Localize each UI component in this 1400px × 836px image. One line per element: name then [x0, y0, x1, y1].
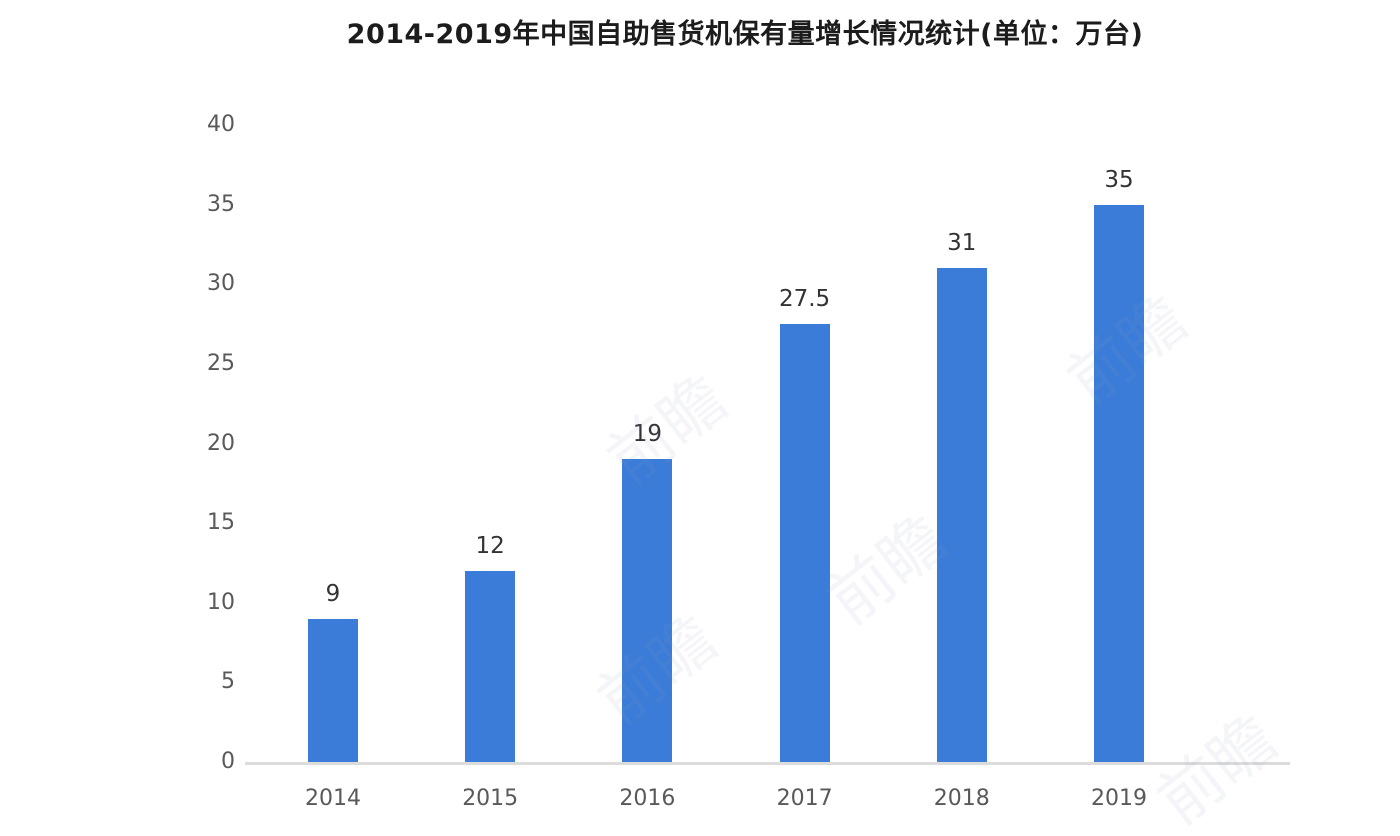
bar-2017 [779, 324, 830, 762]
x-tick-label: 2016 [619, 786, 676, 811]
chart-title: 2014-2019年中国自助售货机保有量增长情况统计(单位：万台) [346, 19, 1144, 50]
bar-2019 [1094, 205, 1144, 762]
y-tick-label: 5 [221, 669, 235, 695]
y-tick-label: 0 [221, 749, 235, 774]
y-tick-label: 30 [207, 271, 235, 297]
bar-value-label: 27.5 [778, 286, 831, 312]
x-tick-label: 2018 [933, 786, 990, 811]
bar-2016 [622, 459, 673, 762]
bar-value-label: 12 [475, 533, 505, 559]
x-axis-line [245, 762, 1290, 765]
y-tick-label: 40 [207, 112, 235, 137]
bar-value-label: 9 [325, 581, 341, 607]
y-tick-label: 20 [207, 430, 235, 456]
bar-2018 [936, 268, 987, 762]
bar-2014 [308, 619, 358, 762]
x-tick-label: 2015 [462, 786, 519, 811]
x-tick-label: 2019 [1091, 786, 1147, 811]
bar-value-label: 35 [1104, 167, 1134, 193]
x-tick-label: 2017 [776, 786, 833, 811]
y-tick-label: 35 [207, 191, 235, 217]
x-tick-label: 2014 [305, 786, 361, 811]
bar-value-label: 19 [632, 421, 663, 447]
bar-2015 [465, 571, 516, 762]
y-tick-label: 10 [207, 589, 235, 615]
y-tick-label: 25 [207, 350, 235, 376]
y-tick-label: 15 [207, 510, 235, 536]
bar-value-label: 31 [947, 230, 977, 256]
